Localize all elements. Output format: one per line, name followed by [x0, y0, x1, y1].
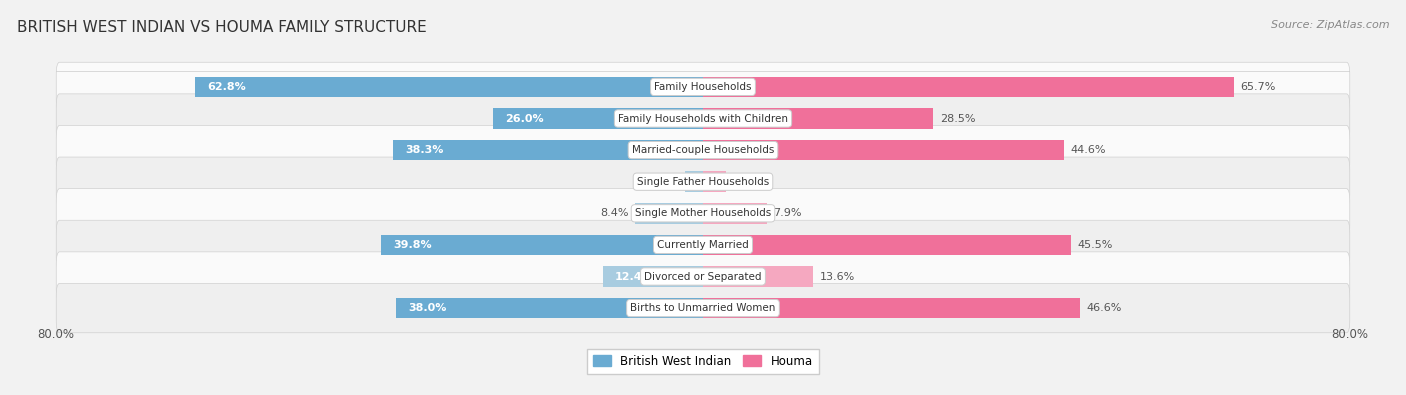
- Bar: [703, 266, 813, 287]
- Text: Family Households: Family Households: [654, 82, 752, 92]
- Bar: [396, 298, 703, 318]
- Text: 12.4%: 12.4%: [614, 271, 654, 282]
- Text: 44.6%: 44.6%: [1070, 145, 1105, 155]
- Text: Family Households with Children: Family Households with Children: [619, 113, 787, 124]
- FancyBboxPatch shape: [56, 220, 1350, 269]
- Text: Source: ZipAtlas.com: Source: ZipAtlas.com: [1271, 20, 1389, 30]
- Text: Married-couple Households: Married-couple Households: [631, 145, 775, 155]
- Text: 62.8%: 62.8%: [208, 82, 246, 92]
- Text: 45.5%: 45.5%: [1077, 240, 1112, 250]
- Text: 28.5%: 28.5%: [939, 113, 976, 124]
- Text: Single Mother Households: Single Mother Households: [636, 208, 770, 218]
- Bar: [636, 203, 703, 224]
- Bar: [703, 298, 1080, 318]
- Bar: [703, 235, 1071, 255]
- FancyBboxPatch shape: [56, 157, 1350, 206]
- Text: 39.8%: 39.8%: [394, 240, 432, 250]
- Bar: [703, 140, 1063, 160]
- FancyBboxPatch shape: [56, 94, 1350, 143]
- Text: Single Father Households: Single Father Households: [637, 177, 769, 187]
- Text: 8.4%: 8.4%: [600, 208, 628, 218]
- Bar: [195, 77, 703, 97]
- Bar: [703, 171, 727, 192]
- Bar: [703, 108, 934, 129]
- Text: BRITISH WEST INDIAN VS HOUMA FAMILY STRUCTURE: BRITISH WEST INDIAN VS HOUMA FAMILY STRU…: [17, 20, 426, 35]
- Text: Currently Married: Currently Married: [657, 240, 749, 250]
- Text: 65.7%: 65.7%: [1240, 82, 1277, 92]
- Bar: [703, 203, 766, 224]
- FancyBboxPatch shape: [56, 62, 1350, 111]
- Text: 2.9%: 2.9%: [733, 177, 762, 187]
- Text: 13.6%: 13.6%: [820, 271, 855, 282]
- Legend: British West Indian, Houma: British West Indian, Houma: [588, 349, 818, 374]
- Text: 38.0%: 38.0%: [408, 303, 446, 313]
- Bar: [381, 235, 703, 255]
- Bar: [394, 140, 703, 160]
- FancyBboxPatch shape: [56, 189, 1350, 238]
- Text: Divorced or Separated: Divorced or Separated: [644, 271, 762, 282]
- FancyBboxPatch shape: [56, 284, 1350, 333]
- Text: 26.0%: 26.0%: [505, 113, 544, 124]
- Bar: [703, 77, 1234, 97]
- Text: 2.2%: 2.2%: [650, 177, 679, 187]
- Text: 7.9%: 7.9%: [773, 208, 801, 218]
- Bar: [603, 266, 703, 287]
- Text: 46.6%: 46.6%: [1087, 303, 1122, 313]
- FancyBboxPatch shape: [56, 126, 1350, 175]
- Text: Births to Unmarried Women: Births to Unmarried Women: [630, 303, 776, 313]
- FancyBboxPatch shape: [56, 252, 1350, 301]
- Bar: [685, 171, 703, 192]
- Bar: [494, 108, 703, 129]
- Text: 38.3%: 38.3%: [405, 145, 444, 155]
